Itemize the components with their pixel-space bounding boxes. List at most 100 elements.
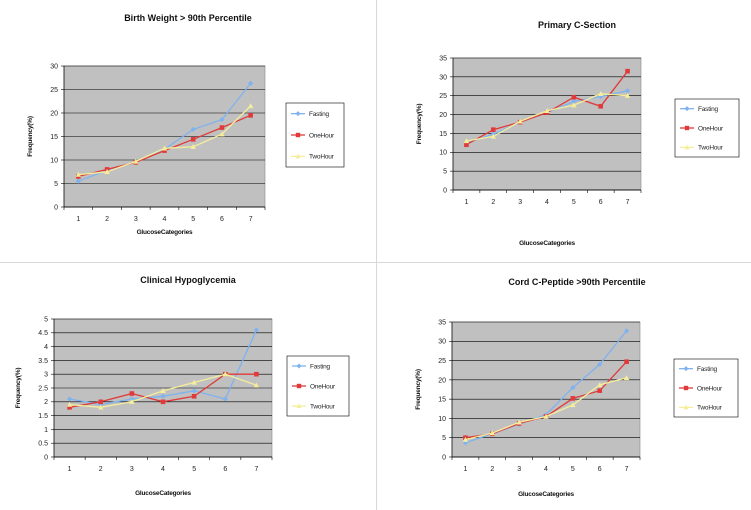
x-axis-label: GlucoseCategories <box>137 229 193 236</box>
legend-marker-onehour <box>684 125 690 131</box>
y-tick-label: 25 <box>439 93 447 100</box>
data-point-onehour <box>98 399 104 405</box>
data-point-onehour <box>598 103 604 109</box>
legend-marker-fasting <box>683 366 689 372</box>
y-tick-label: 1 <box>44 427 48 434</box>
data-point-twohour <box>190 144 196 150</box>
y-tick-label: 0.5 <box>38 441 48 448</box>
data-point-twohour <box>219 131 225 137</box>
data-point-onehour <box>464 142 469 148</box>
data-point-twohour <box>160 387 166 393</box>
legend-label-onehour: OneHour <box>698 125 724 132</box>
data-point-twohour <box>516 419 522 425</box>
y-axis-label: Frequency(%) <box>416 104 423 145</box>
y-tick-label: 3.5 <box>38 358 48 365</box>
legend-label-onehour: OneHour <box>697 385 723 392</box>
data-point-onehour <box>129 391 135 396</box>
x-tick-label: 6 <box>220 216 224 223</box>
x-tick-label: 2 <box>490 466 494 473</box>
data-point-onehour <box>254 371 259 377</box>
data-point-twohour <box>624 92 631 98</box>
y-tick-label: 30 <box>439 74 447 81</box>
data-point-onehour <box>624 359 629 365</box>
legend-label-fasting: Fasting <box>310 363 331 370</box>
x-tick-label: 5 <box>192 466 196 473</box>
x-tick-label: 6 <box>598 466 602 473</box>
legend-label-onehour: OneHour <box>309 132 335 139</box>
legend-marker-onehour <box>295 132 301 138</box>
y-tick-label: 4 <box>44 344 48 351</box>
x-tick-label: 4 <box>544 466 548 473</box>
data-point-onehour <box>625 68 630 74</box>
data-point-twohour <box>623 375 630 381</box>
y-tick-label: 25 <box>438 358 446 365</box>
data-point-twohour <box>570 402 576 408</box>
data-point-twohour <box>543 413 549 419</box>
chart-clinical-hypoglycemia: Clinical Hypoglycemia 0 0.5 1 1.5 2 2.5 3 3.5 4 4.… <box>0 263 376 510</box>
y-tick-label: 35 <box>438 319 446 326</box>
horizontal-divider <box>0 262 751 263</box>
legend-label-onehour: OneHour <box>310 383 336 390</box>
y-tick-label: 5 <box>54 181 58 188</box>
x-tick-label: 4 <box>163 216 167 223</box>
legend-marker-fasting <box>684 106 690 112</box>
y-tick-label: 20 <box>50 110 58 117</box>
y-tick-label: 5 <box>443 169 447 176</box>
data-point-twohour <box>75 171 82 177</box>
x-tick-label: 4 <box>545 199 549 206</box>
chart-primary-c-section: Primary C-Section 0 5 10 15 20 25 30 35 1 2 3 4 5 6 7 Gl… <box>377 0 751 262</box>
legend: Fasting OneHour TwoHour <box>674 98 740 158</box>
data-point-onehour <box>162 148 167 153</box>
x-tick-label: 5 <box>191 216 195 223</box>
plot-area <box>451 321 641 458</box>
chart-title: Clinical Hypoglycemia <box>140 275 237 285</box>
y-tick-label: 25 <box>50 87 58 94</box>
y-tick-label: 4.5 <box>38 330 48 337</box>
data-point-twohour <box>191 379 197 385</box>
y-tick-label: 30 <box>50 63 58 70</box>
x-tick-label: 1 <box>464 199 468 206</box>
x-tick-label: 5 <box>572 199 576 206</box>
chart-birth-weight: Birth Weight > 90th Percentile 0 5 10 15 20 25… <box>0 0 376 262</box>
x-tick-label: 1 <box>68 466 72 473</box>
data-point-onehour <box>248 113 253 118</box>
y-tick-label: 5 <box>44 316 48 323</box>
data-point-twohour <box>133 158 139 164</box>
data-point-fasting <box>462 440 469 446</box>
x-axis-label: GlucoseCategories <box>519 240 575 247</box>
data-point-onehour <box>191 393 197 399</box>
legend-label-twohour: TwoHour <box>698 145 724 152</box>
data-point-onehour <box>190 137 196 142</box>
x-tick-label: 1 <box>463 466 467 473</box>
y-tick-label: 20 <box>438 377 446 384</box>
data-point-twohour <box>129 399 135 404</box>
data-point-twohour <box>253 382 260 388</box>
data-point-twohour <box>161 145 168 151</box>
data-point-fasting <box>190 126 196 133</box>
x-tick-label: 3 <box>134 216 138 223</box>
x-tick-label: 7 <box>249 216 253 223</box>
legend-label-twohour: TwoHour <box>309 154 335 161</box>
data-point-onehour <box>67 405 72 410</box>
x-axis-label: GlucoseCategories <box>518 491 574 498</box>
x-tick-label: 3 <box>130 466 134 473</box>
y-tick-label: 30 <box>438 339 446 346</box>
x-tick-label: 3 <box>517 466 521 473</box>
legend-label-fasting: Fasting <box>697 366 718 373</box>
x-tick-label: 3 <box>518 199 522 206</box>
x-tick-label: 4 <box>161 466 165 473</box>
y-tick-label: 10 <box>438 416 446 423</box>
data-point-twohour <box>463 138 470 144</box>
data-point-onehour <box>490 127 496 132</box>
data-point-twohour <box>598 91 604 97</box>
legend-marker-onehour <box>296 383 302 389</box>
chart-title: Primary C-Section <box>538 20 616 30</box>
y-tick-label: 15 <box>438 397 446 404</box>
data-point-twohour <box>222 371 228 377</box>
data-point-twohour <box>597 382 603 388</box>
y-tick-label: 5 <box>442 435 446 442</box>
legend-marker-twohour <box>296 403 302 408</box>
legend: Fasting OneHour TwoHour <box>673 358 739 418</box>
x-tick-label: 2 <box>99 466 103 473</box>
y-tick-label: 0 <box>54 204 58 211</box>
